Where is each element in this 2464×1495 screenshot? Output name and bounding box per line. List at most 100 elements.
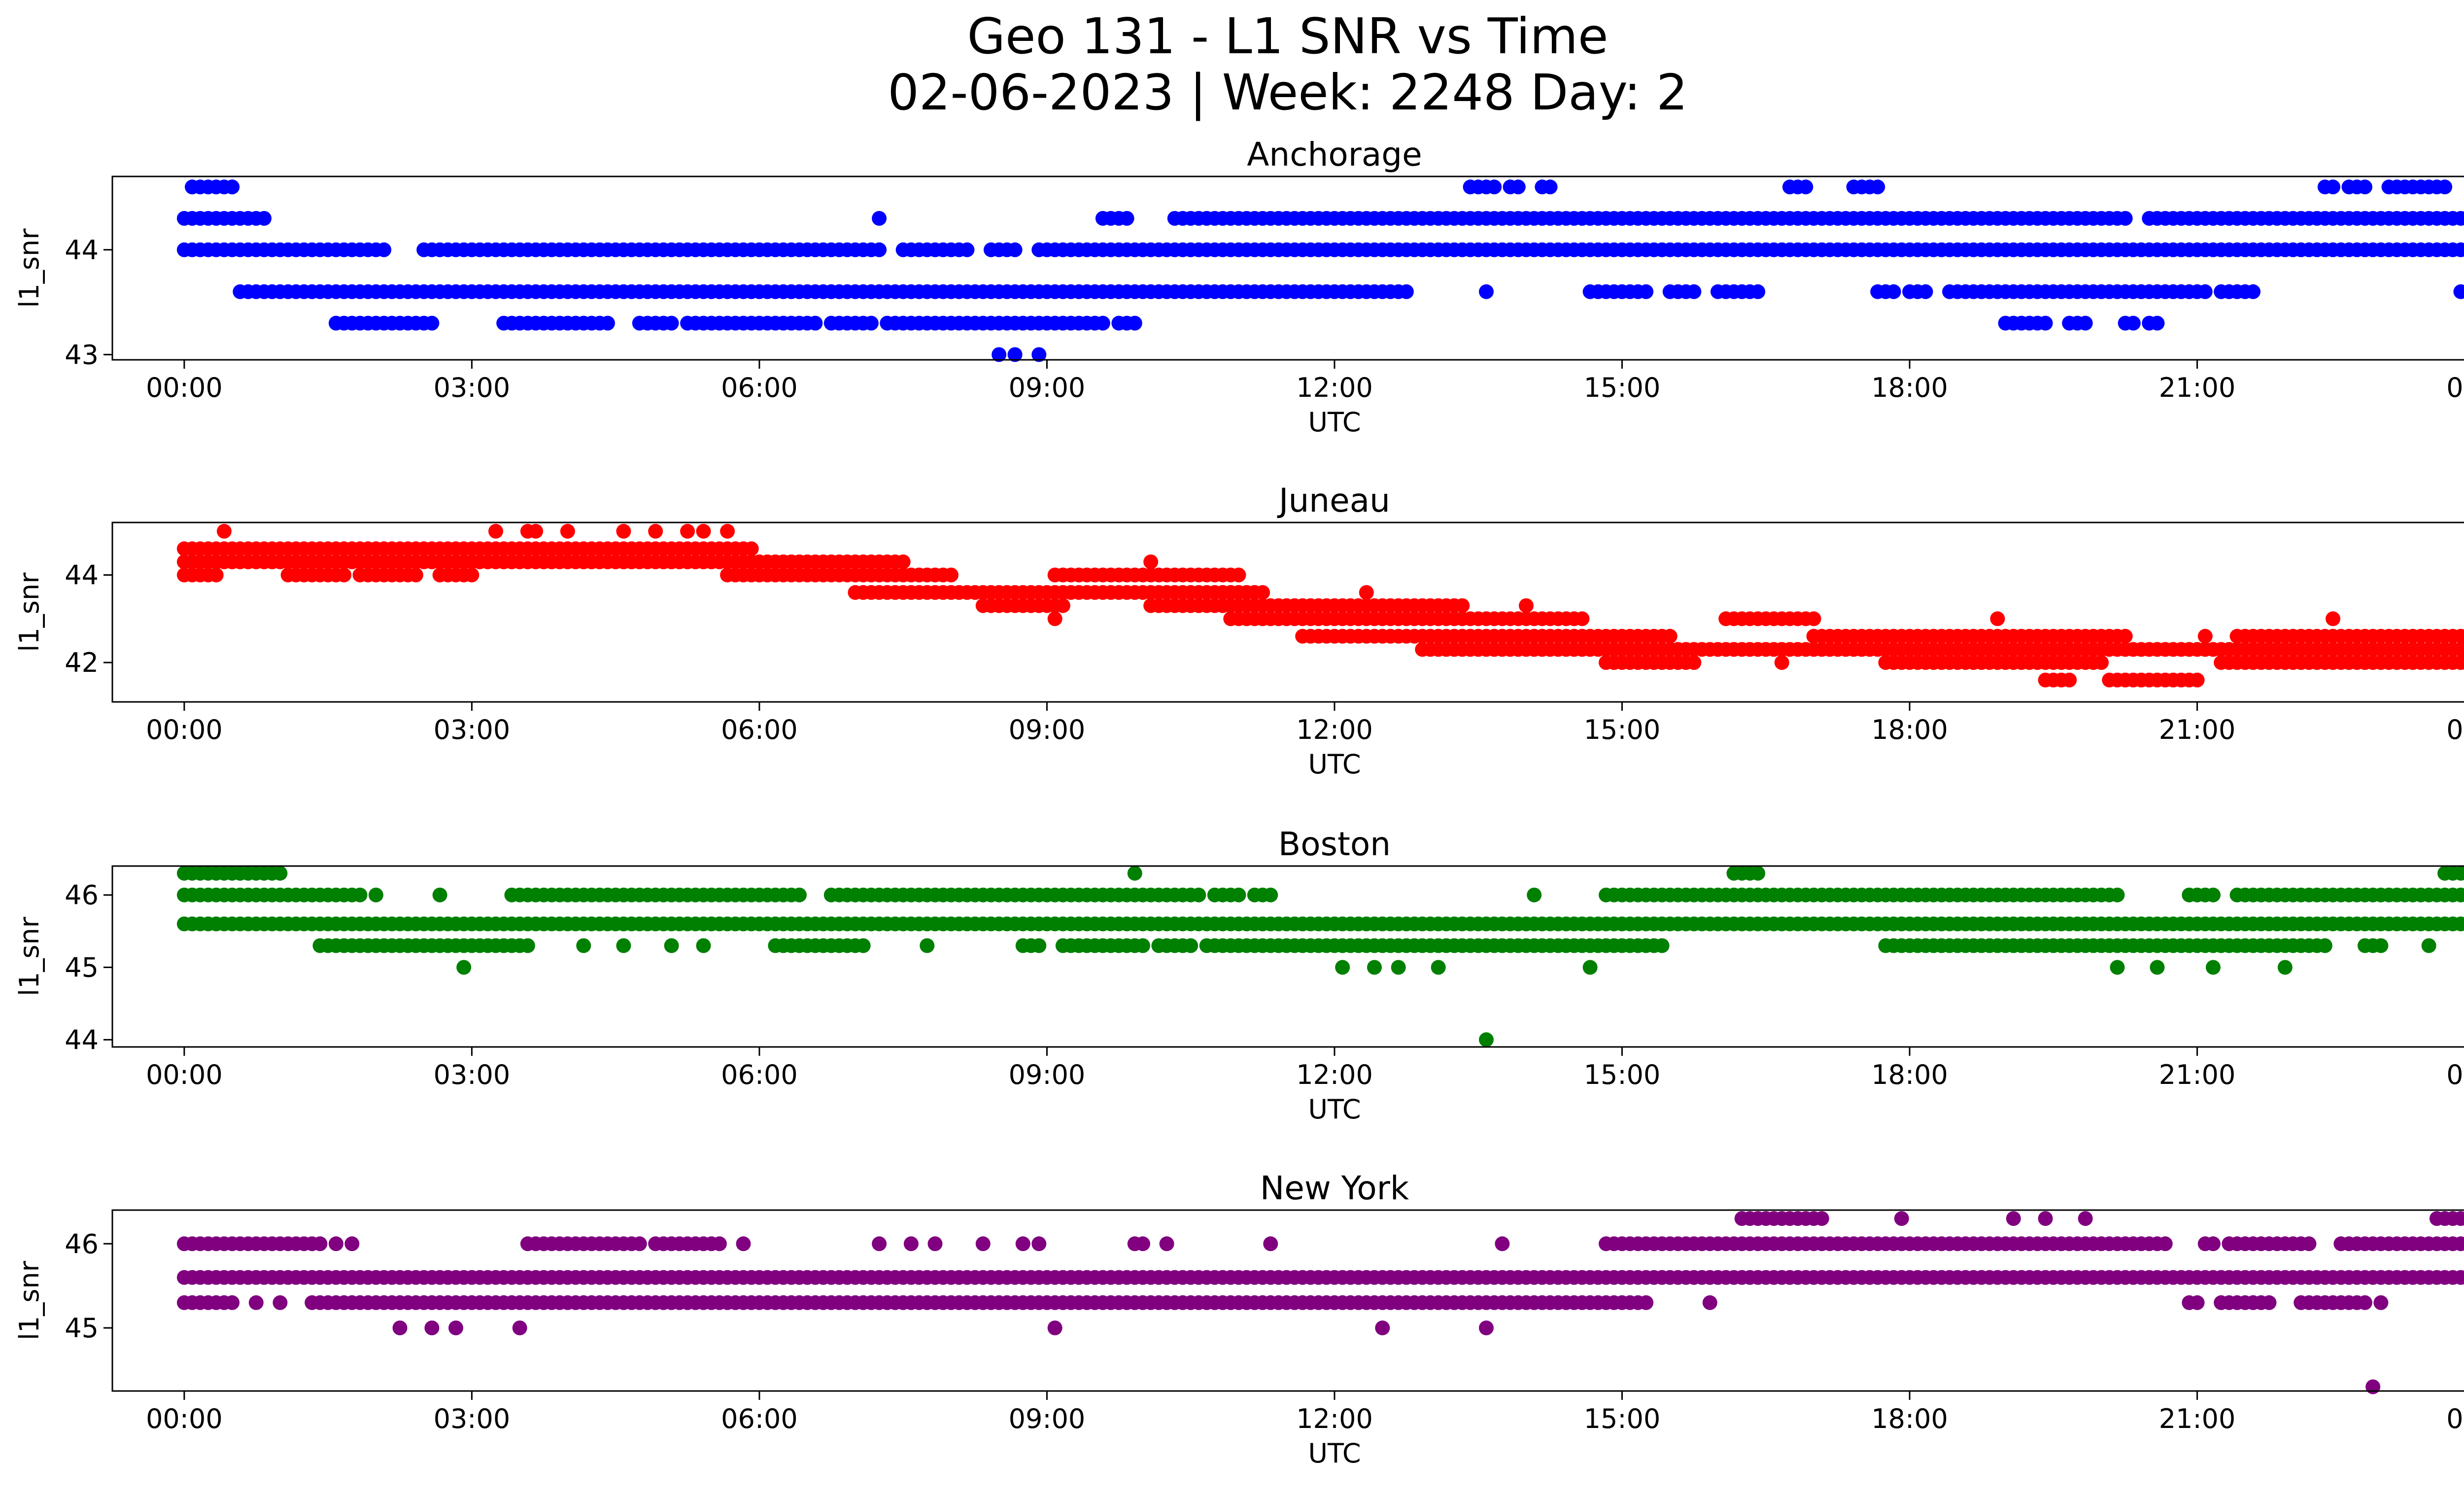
anchorage-point [872,211,887,226]
juneau-point [408,567,423,583]
anchorage-point [376,242,392,257]
boston-point [2461,918,2464,930]
anchorage-point [2437,179,2453,195]
new-york-point [1814,1211,1829,1226]
juneau-point [2461,630,2464,642]
boston-xtick-label: 06:00 [721,1059,798,1090]
new-york-point [2453,1211,2464,1226]
new-york-xtick-label: 21:00 [2159,1403,2236,1434]
boston-point [1391,960,1406,975]
new-york-point [2246,1295,2261,1310]
juneau-point [2461,644,2464,655]
juneau-point [1143,554,1159,569]
juneau-point [2118,628,2133,644]
new-york-point [2461,1238,2464,1250]
new-york-point [312,1236,328,1252]
boston-point [456,960,472,975]
new-york-point [448,1321,463,1335]
juneau-point [560,523,575,539]
boston-point [1367,960,1382,975]
anchorage-xtick-label: 00:00 [146,372,223,403]
juneau-point [2094,655,2109,670]
anchorage-point [2038,315,2053,331]
juneau-point [1255,585,1270,600]
juneau-point [944,567,958,583]
boston-point [2453,866,2464,881]
juneau-ytick-label: 42 [65,647,99,678]
anchorage-point [185,179,200,195]
boston-point [2110,887,2125,903]
anchorage-point [225,179,240,195]
boston-point [2453,916,2464,932]
new-york-point [927,1236,943,1252]
boston-point [233,866,248,881]
anchorage-point [992,347,1007,362]
anchorage-point [2358,179,2372,195]
juneau-point [2197,628,2213,644]
boston-point [920,938,935,953]
juneau-xtick-label: 21:00 [2159,714,2236,745]
new-york-ylabel: l1_snr [14,1260,45,1340]
boston-ytick-label: 44 [65,1024,99,1055]
boston-point [368,887,383,903]
juneau-ylabel: l1_snr [14,572,45,652]
juneau-point [464,567,479,583]
anchorage-title: Anchorage [1247,136,1422,174]
anchorage-point [600,315,615,331]
new-york-title: New York [1260,1169,1409,1207]
new-york-point [2006,1211,2021,1226]
anchorage-point [1487,179,1502,195]
juneau-xtick-label: 03:00 [434,714,511,745]
boston-point [856,938,871,953]
new-york-point [2358,1295,2372,1310]
anchorage-point [959,242,975,257]
new-york-point [2461,1213,2464,1224]
juneau-point [2062,672,2077,688]
juneau-point [208,567,224,583]
anchorage-point [664,315,679,331]
new-york-point [2206,1236,2221,1252]
anchorage-point [424,315,440,331]
boston-point [2461,868,2464,879]
anchorage-point [1870,179,1885,195]
anchorage-point [1007,347,1023,362]
juneau-point [2453,655,2464,670]
new-york-point [1702,1295,1717,1310]
juneau-xtick-label: 00:00 [146,714,223,745]
new-york-point [1894,1211,1909,1226]
new-york-point [1159,1236,1174,1252]
juneau-point [2453,642,2464,657]
juneau-xtick-label: 15:00 [1584,714,1661,745]
new-york-point [2038,1211,2053,1226]
juneau-point [1686,655,1702,670]
juneau-xlabel: UTC [1308,749,1361,780]
juneau-ytick-label: 44 [65,560,99,591]
new-york-point [392,1321,408,1335]
new-york-point [632,1236,647,1252]
anchorage-point [2453,211,2464,226]
boston-xtick-label: 18:00 [1871,1059,1948,1090]
juneau-point [1047,611,1062,626]
new-york-xtick-label: 18:00 [1871,1403,1948,1434]
figure-title-line2: 02-06-2023 | Week: 2248 Day: 2 [888,64,1687,121]
anchorage-point [2461,212,2464,224]
boston-point [1191,887,1206,903]
new-york-point [512,1321,527,1335]
new-york-point [1263,1236,1278,1252]
anchorage-point [1798,179,1814,195]
boston-xlabel: UTC [1308,1094,1361,1125]
anchorage-series [176,179,2464,362]
anchorage-point [1119,211,1134,226]
boston-point [1654,938,1670,953]
new-york-point [2365,1379,2381,1394]
new-york-xtick-label: 12:00 [1296,1403,1373,1434]
anchorage-point [1007,242,1023,257]
juneau-point [2190,672,2205,688]
boston-point [1582,960,1598,975]
juneau-xtick-label: 18:00 [1871,714,1948,745]
new-york-xtick-label: 06:00 [721,1403,798,1434]
new-york-point [975,1236,991,1252]
juneau-point [2461,657,2464,668]
anchorage-point [1399,284,1414,299]
